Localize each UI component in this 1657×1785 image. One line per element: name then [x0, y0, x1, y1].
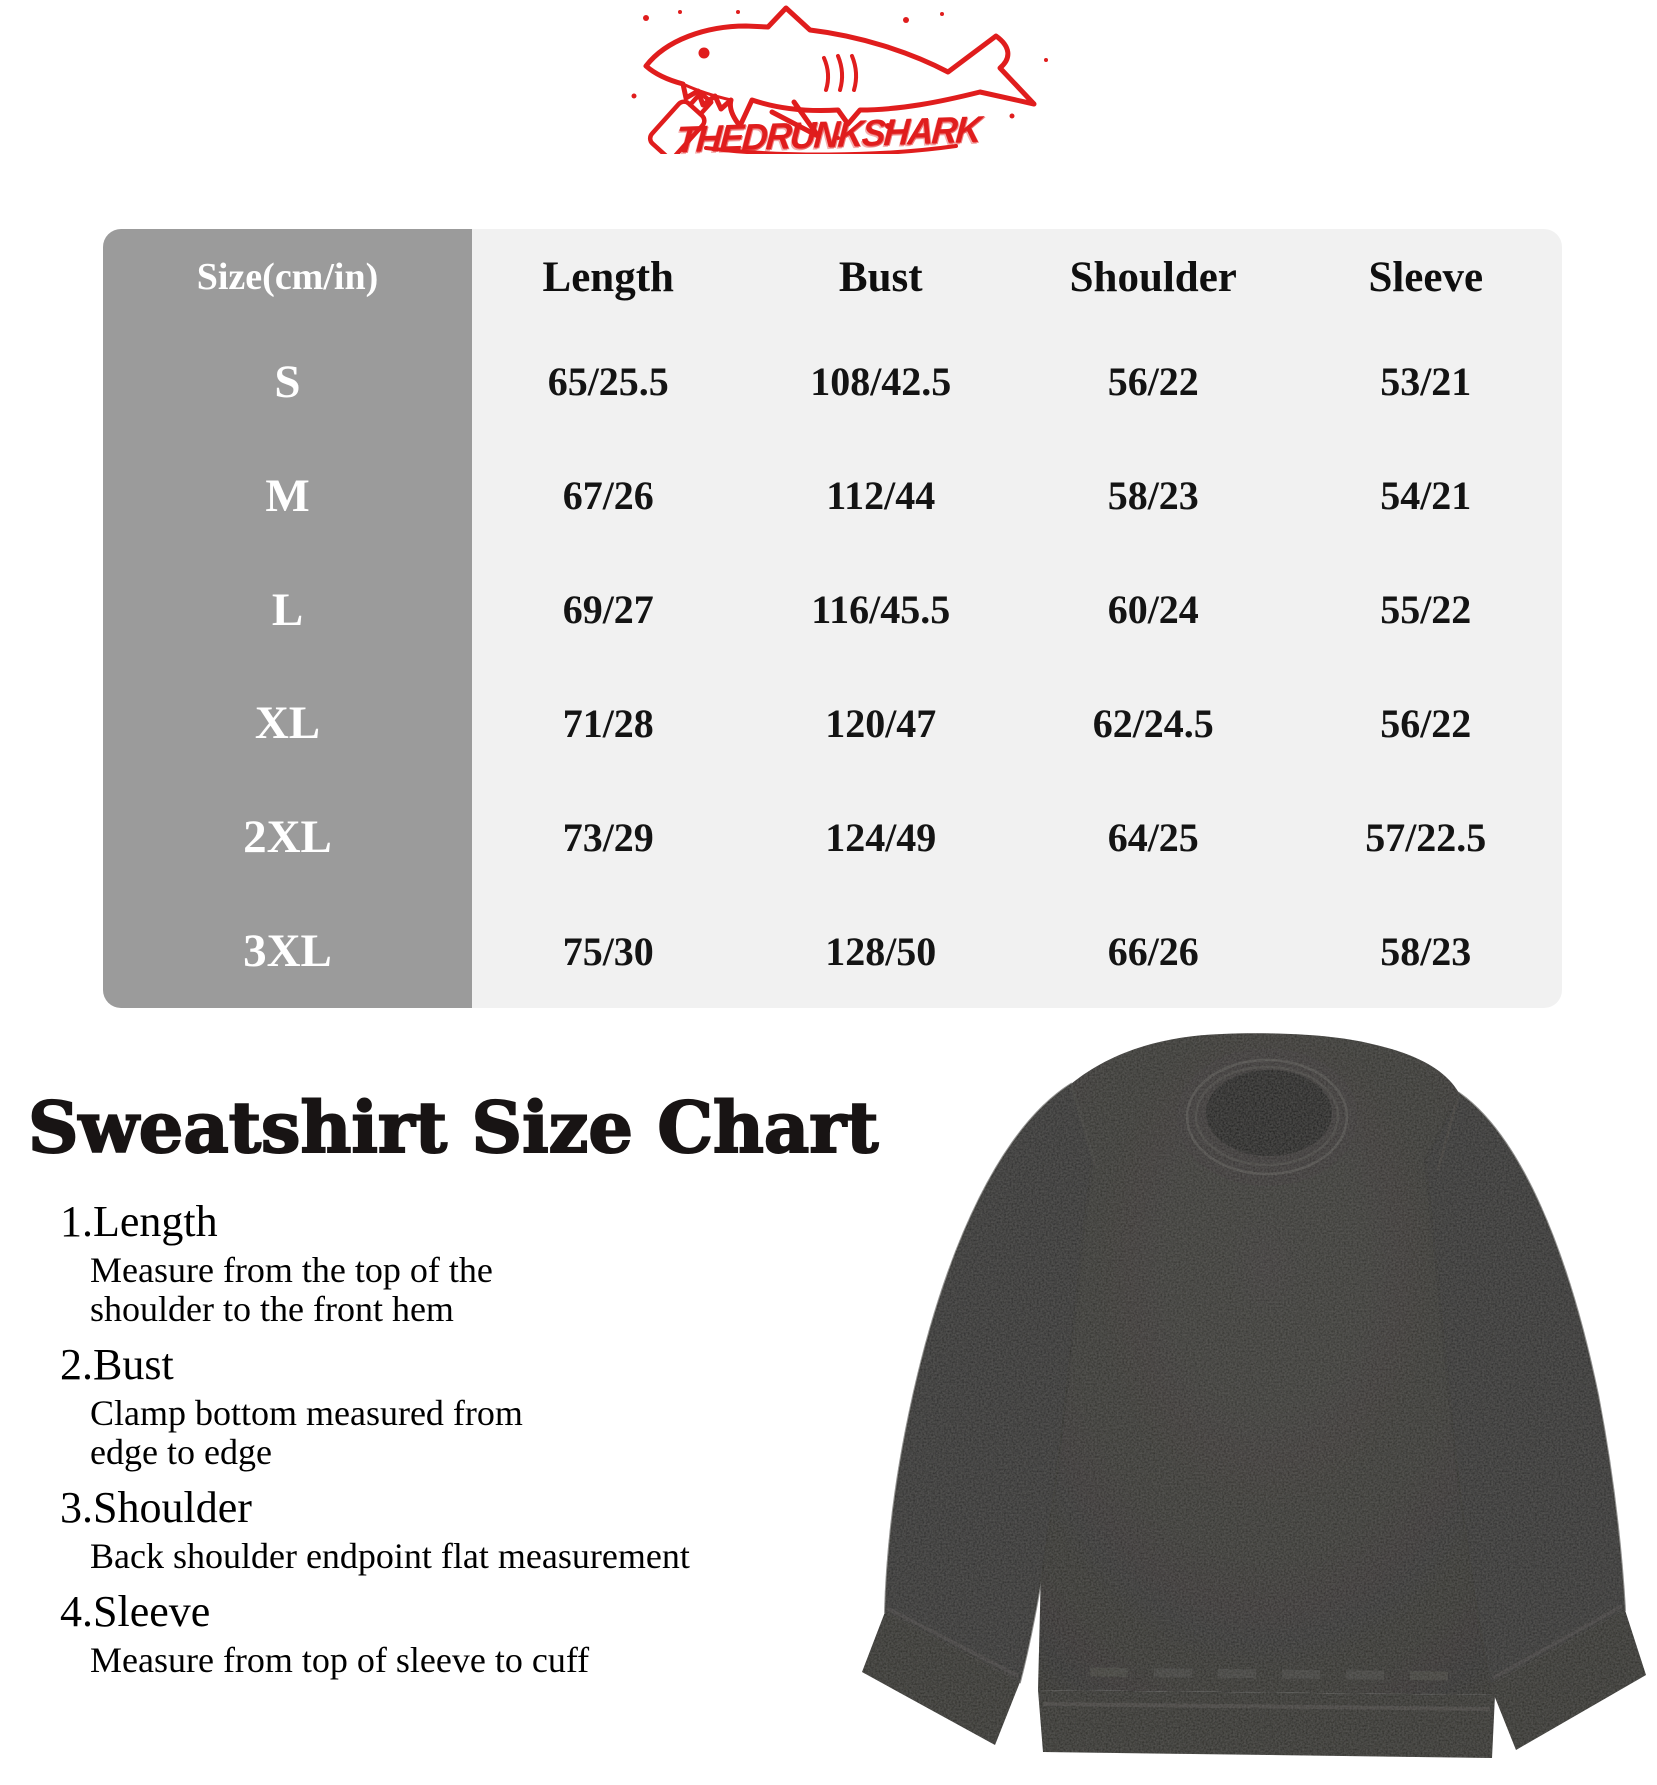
guide-item-desc: Back shoulder endpoint flat measurement: [90, 1536, 690, 1576]
guide-item-label: 4.Sleeve: [60, 1587, 211, 1636]
size-value-cell: 53/21: [1380, 359, 1472, 405]
size-value-cell: 58/23: [1107, 473, 1199, 519]
guide-item-length: 1.Length Measure from the top of the sho…: [60, 1196, 780, 1329]
brand-logo: THEDRUNKSHARK: [588, 4, 1068, 184]
size-row-label: 3XL: [103, 894, 472, 1008]
size-value-cell: 120/47: [825, 700, 937, 746]
guide-item-label: 2.Bust: [60, 1340, 174, 1389]
size-value-cell: 65/25.5: [547, 359, 669, 405]
size-value-cell: 56/22: [1107, 359, 1199, 405]
guide-item-bust: 2.Bust Clamp bottom measured from edge t…: [60, 1339, 780, 1472]
size-row-label: 2XL: [103, 780, 472, 895]
size-value-cell: 55/22: [1380, 587, 1472, 633]
size-value-cell: 124/49: [825, 814, 937, 860]
size-value-cell: 112/44: [826, 473, 936, 519]
size-value-cell: 69/27: [562, 587, 654, 633]
size-value-cell: 67/26: [562, 473, 654, 519]
guide-item-label: 3.Shoulder: [60, 1483, 252, 1532]
size-table: Size(cm/in) Length Bust Shoulder Sleeve …: [103, 229, 1562, 1008]
size-value-cell: 73/29: [562, 814, 654, 860]
guide-item-desc: Clamp bottom measured from edge to edge: [90, 1393, 523, 1472]
column-header-sleeve: Sleeve: [1368, 253, 1484, 301]
drunk-shark-icon: [631, 5, 1048, 154]
page-title: Sweatshirt Size Chart: [27, 1085, 879, 1170]
guide-item-desc: Measure from top of sleeve to cuff: [90, 1640, 590, 1680]
size-value-cell: 66/26: [1107, 928, 1199, 974]
size-value-cell: 75/30: [562, 928, 654, 974]
guide-item-label: 1.Length: [60, 1197, 218, 1246]
size-row-label: L: [103, 552, 472, 667]
size-value-cell: 71/28: [562, 700, 654, 746]
size-value-cell: 57/22.5: [1365, 814, 1487, 860]
size-value-cell: 58/23: [1380, 928, 1472, 974]
column-header-bust: Bust: [838, 253, 923, 301]
guide-item-shoulder: 3.Shoulder Back shoulder endpoint flat m…: [60, 1482, 780, 1576]
guide-item-sleeve: 4.Sleeve Measure from top of sleeve to c…: [60, 1586, 780, 1680]
size-unit-header: Size(cm/in): [103, 229, 472, 325]
size-value-cell: 64/25: [1107, 814, 1199, 860]
measuring-guide: 1.Length Measure from the top of the sho…: [60, 1196, 780, 1690]
size-row-label: S: [103, 325, 472, 439]
size-value-cell: 60/24: [1107, 587, 1199, 633]
size-value-cell: 116/45.5: [811, 587, 951, 633]
size-value-cell: 108/42.5: [810, 359, 952, 405]
size-value-cell: 56/22: [1380, 700, 1472, 746]
size-row-label: M: [103, 438, 472, 553]
guide-item-desc: Measure from the top of the shoulder to …: [90, 1250, 493, 1329]
size-value-cell: 54/21: [1380, 473, 1472, 519]
size-value-cell: 62/24.5: [1092, 700, 1214, 746]
column-header-shoulder: Shoulder: [1069, 253, 1237, 301]
size-row-label: XL: [103, 666, 472, 781]
size-value-cell: 128/50: [825, 928, 937, 974]
column-header-length: Length: [542, 253, 674, 301]
sweatshirt-product-image: [790, 920, 1650, 1780]
